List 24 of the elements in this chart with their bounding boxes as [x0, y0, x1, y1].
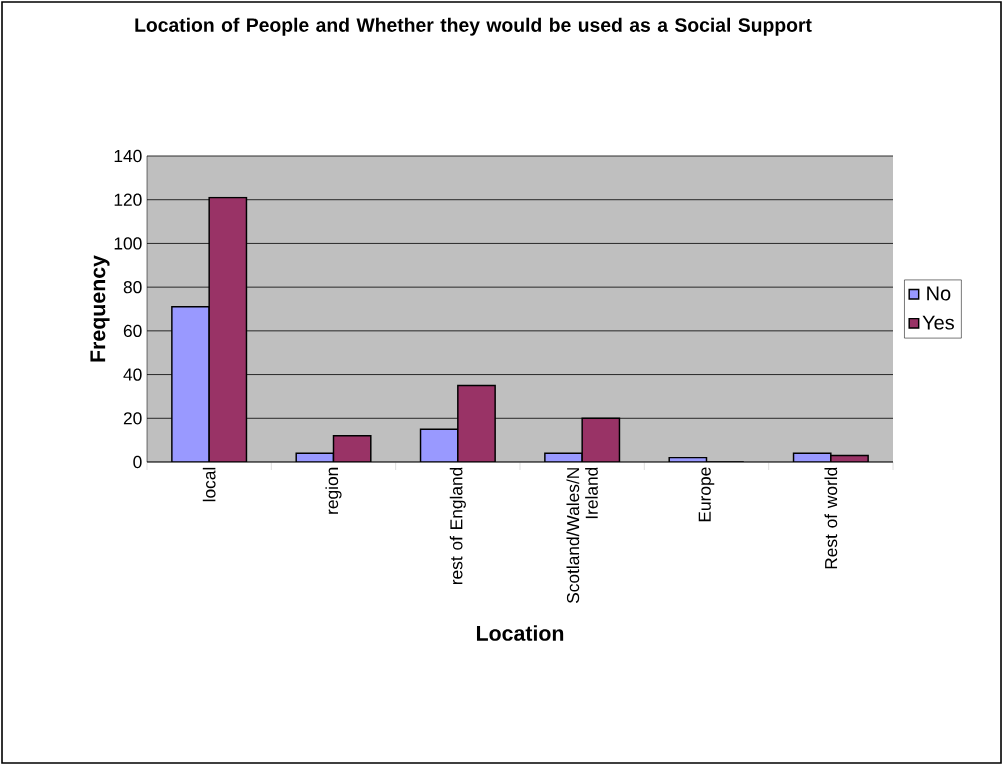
legend-label: Yes: [922, 315, 954, 330]
bar: [581, 417, 621, 462]
y-tick-label: 80: [123, 281, 142, 294]
bar: [457, 384, 496, 462]
bar: [208, 196, 248, 462]
x-axis-title: Location: [476, 625, 564, 641]
y-tick-label: 0: [133, 455, 142, 469]
legend-label: No: [927, 286, 951, 301]
y-tick-label: 40: [123, 368, 142, 381]
y-tick-label: 100: [114, 237, 142, 250]
y-tick-label: 20: [123, 412, 142, 425]
bar: [419, 428, 459, 462]
x-tick-label: Scotland/Wales/N Ireland: [566, 467, 598, 604]
y-tick-label: 140: [114, 149, 142, 163]
chart-title: Location of People and Whether they would be used as a Social Support: [135, 17, 812, 36]
y-tick-label: 60: [123, 324, 142, 337]
x-tick-label: Europe: [698, 467, 715, 522]
y-tick-label: 120: [114, 193, 142, 206]
x-tick-label: rest of England: [449, 467, 466, 585]
x-tick-label: Rest of world: [824, 467, 838, 569]
x-tick-label: region: [325, 467, 342, 514]
y-axis-title: Frequency: [90, 255, 110, 362]
x-tick-label: local: [202, 467, 216, 502]
bar: [171, 306, 210, 462]
